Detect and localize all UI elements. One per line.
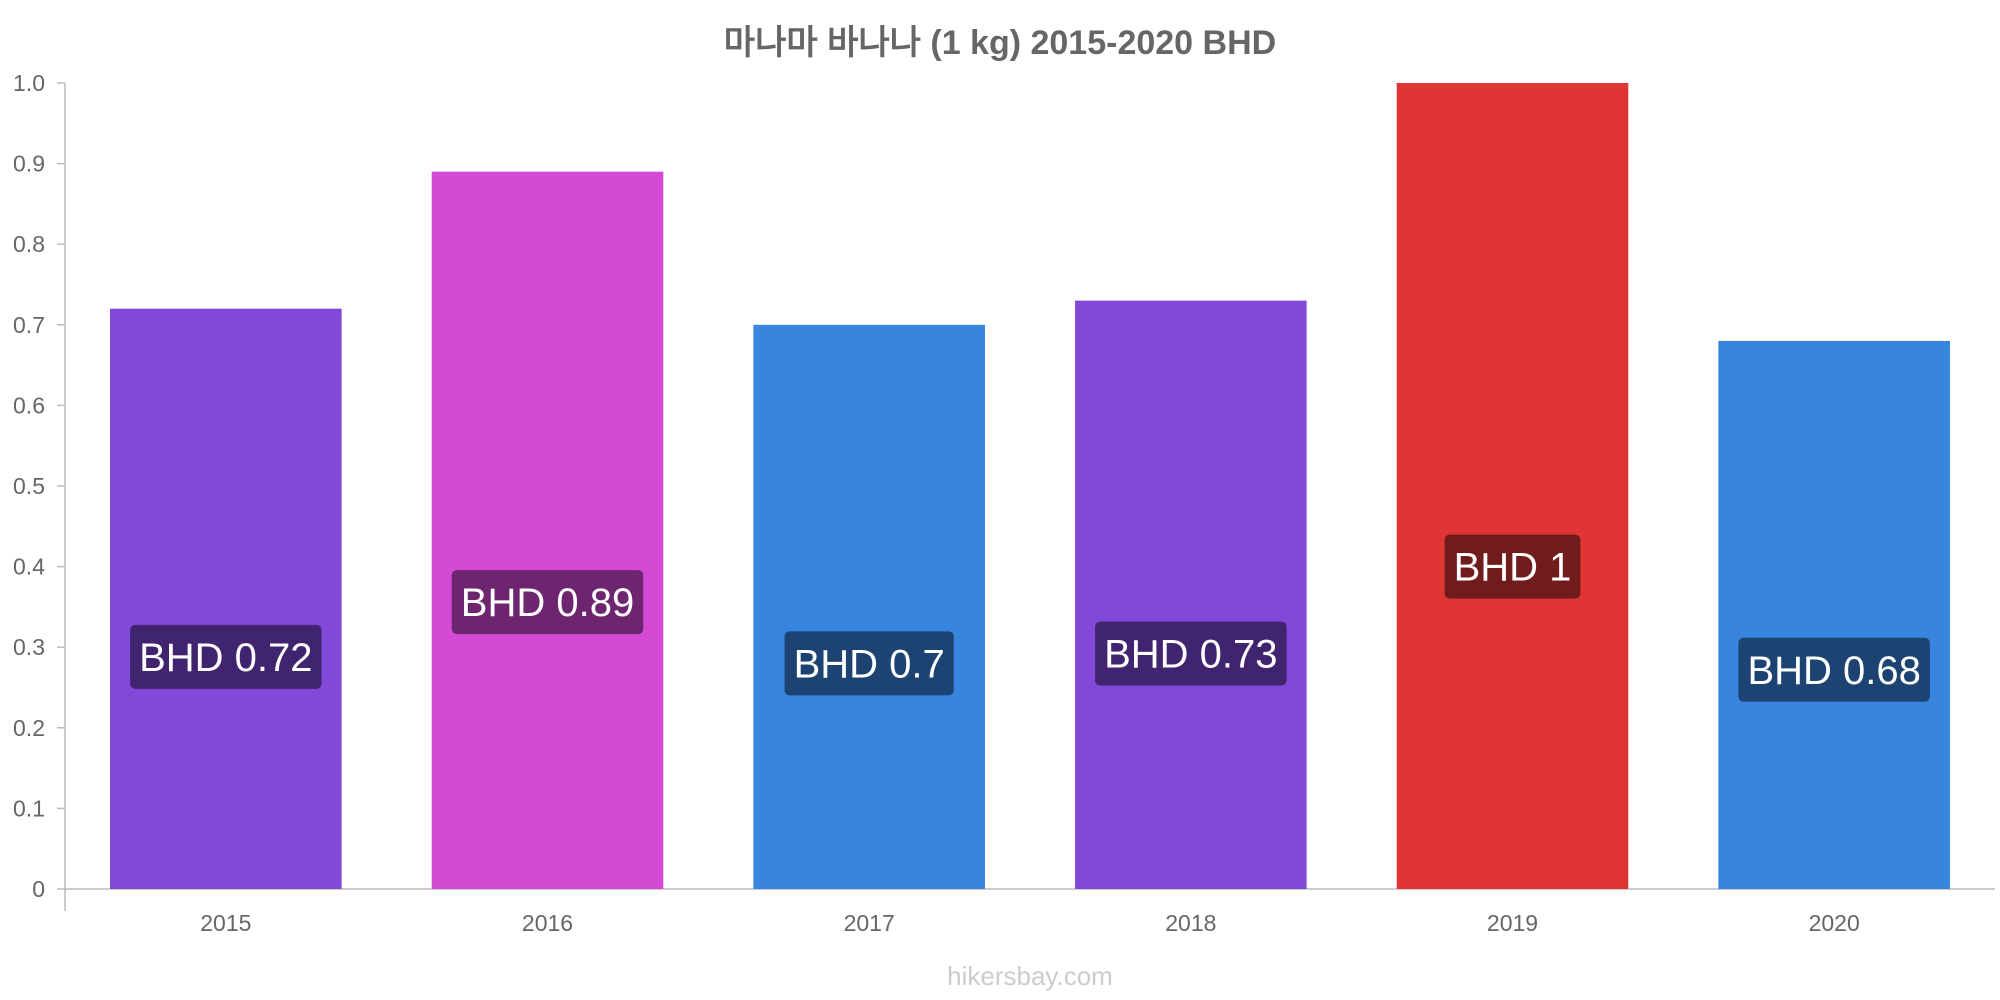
- data-label-background: [784, 631, 954, 696]
- data-label-text: BHD 0.72: [139, 636, 312, 680]
- y-tick-label: 1.0: [13, 70, 45, 96]
- x-tick-label: 2019: [1487, 910, 1538, 936]
- data-label-2016: BHD 0.89: [451, 570, 644, 635]
- data-label-text: BHD 0.68: [1747, 649, 1920, 693]
- bar-2018: [1075, 300, 1307, 889]
- bar-2019: [1396, 83, 1629, 889]
- y-tick-label: 0.2: [13, 715, 45, 741]
- y-tick-label: 0.8: [13, 231, 45, 257]
- data-label-2019: BHD 1: [1444, 534, 1581, 599]
- bar-2017: [753, 324, 985, 889]
- x-axis: 2015 2016 2017 2018 2019 2020: [65, 888, 1995, 936]
- data-label-background: [1738, 637, 1930, 702]
- x-tick-label: 2016: [522, 910, 573, 936]
- data-label-background: [1095, 621, 1287, 686]
- bar-2020: [1718, 340, 1950, 889]
- data-label-2020: BHD 0.68: [1738, 637, 1930, 702]
- y-tick-label: 0.6: [13, 392, 45, 418]
- chart-title: 마나마 바나나 (1 kg) 2015-2020 BHD: [724, 24, 1276, 62]
- bar-2015: [110, 308, 342, 889]
- y-axis: 0 0.1 0.2 0.3 0.4 0.5 0.6 0.7 0.8 0.9 1.0: [13, 70, 66, 911]
- data-label-background: [451, 570, 644, 635]
- data-label-text: BHD 0.73: [1104, 633, 1277, 677]
- y-tick-label: 0.4: [13, 554, 45, 580]
- bar-labels: BHD 0.72 BHD 0.89 BHD 0.7 BHD 0.73 BHD 1 BHD …: [130, 534, 1930, 702]
- data-label-2017: BHD 0.7: [784, 631, 954, 696]
- data-label-background: [1444, 534, 1581, 599]
- data-label-text: BHD 0.7: [794, 642, 945, 686]
- y-tick-label: 0: [32, 876, 45, 902]
- data-label-2018: BHD 0.73: [1095, 621, 1287, 686]
- y-tick-label: 0.3: [13, 634, 45, 660]
- bars: [110, 83, 1950, 889]
- data-label-background: [130, 624, 322, 689]
- y-tick-label: 0.9: [13, 151, 45, 177]
- data-label-text: BHD 0.89: [461, 581, 634, 625]
- y-tick-label: 0.1: [13, 795, 45, 821]
- watermark: hikersbay.com: [947, 961, 1113, 991]
- y-tick-label: 0.5: [13, 473, 45, 499]
- data-label-2015: BHD 0.72: [130, 624, 322, 689]
- x-tick-label: 2020: [1809, 910, 1860, 936]
- x-tick-label: 2018: [1165, 910, 1216, 936]
- x-tick-label: 2015: [200, 910, 251, 936]
- x-tick-label: 2017: [844, 910, 895, 936]
- y-tick-label: 0.7: [13, 312, 45, 338]
- data-label-text: BHD 1: [1454, 546, 1572, 590]
- bar-2016: [431, 171, 664, 889]
